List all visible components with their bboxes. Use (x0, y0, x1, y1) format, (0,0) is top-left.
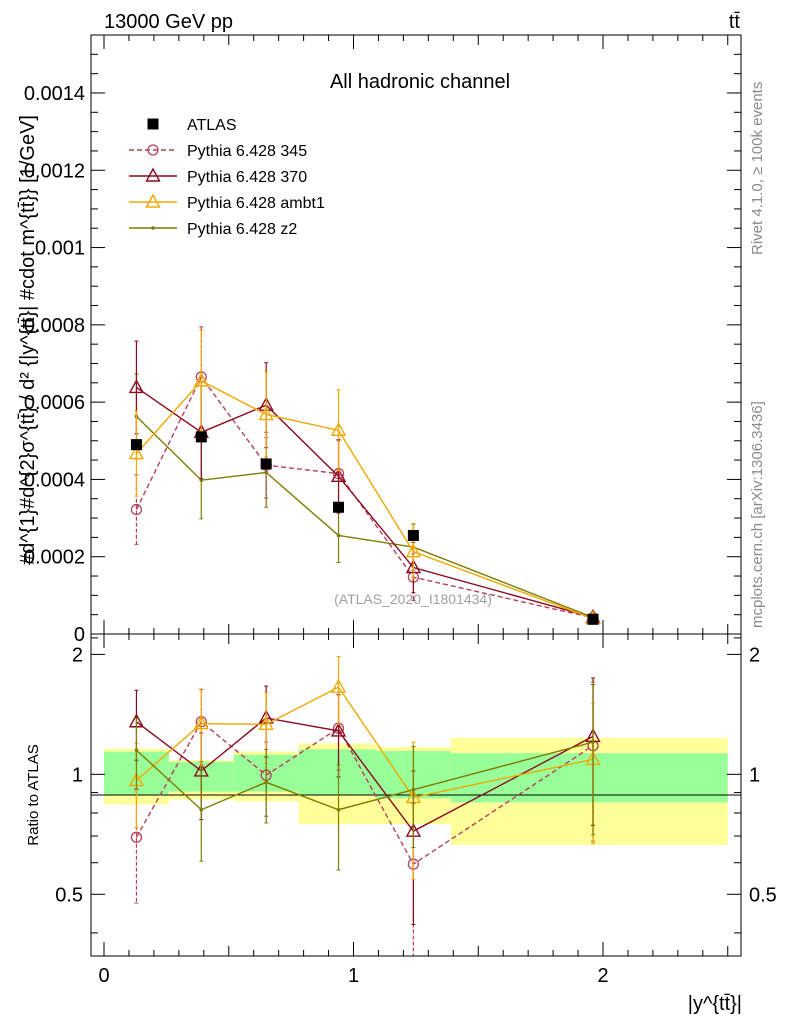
main-data-point (333, 501, 345, 513)
ratio-y-tick-label-right: 1 (749, 764, 760, 786)
main-y-tick-label: 0.0012 (24, 160, 85, 182)
main-y-tick-label: 0.0002 (24, 547, 85, 569)
ratio-panel-frame (90, 633, 742, 957)
legend-marker (151, 226, 155, 230)
legend: ATLAS Pythia 6.428 345 Pythia 6.428 370 Pyt… (129, 117, 325, 238)
main-y-tick-label: 0.0004 (24, 469, 85, 491)
legend-marker (147, 144, 159, 156)
main-axis-ticks (91, 34, 741, 634)
main-y-tick-label: 0.0008 (24, 315, 85, 337)
main-data-point (405, 543, 422, 558)
main-data-point (336, 533, 341, 538)
main-data-point (264, 470, 268, 475)
ratio-data-point (411, 787, 416, 792)
main-data-point (587, 613, 599, 625)
main-chart-title: All hadronic channel (330, 71, 510, 93)
legend-marker (147, 118, 159, 130)
ratio-data-point (258, 715, 274, 731)
main-data-point (260, 458, 272, 470)
ratio-data-point (130, 831, 143, 843)
ratio-data-point (591, 740, 595, 744)
main-data-point (330, 421, 347, 437)
ratio-data-point (330, 722, 347, 737)
ratio-y-tick-label-right: 2 (749, 644, 760, 666)
main-data-point (130, 439, 142, 451)
ratio-series-line (135, 686, 594, 799)
ratio-x-tick-label: 0 (98, 965, 109, 987)
main-series-layer (128, 326, 601, 625)
legend-entry-label: ATLAS (187, 117, 237, 134)
legend-marker (145, 193, 161, 208)
main-series-line (135, 415, 594, 619)
rivet-version-note: Rivet 4.1.0, ≥ 100k events (749, 82, 766, 255)
legend-marker (145, 167, 161, 182)
ratio-y-axis-label: Ratio to ATLAS (25, 744, 42, 845)
ratio-data-point (193, 715, 209, 730)
ratio-axis-ticks (91, 634, 741, 956)
main-series-atlas (130, 431, 599, 625)
main-series-line (136, 386, 594, 619)
main-panel: 0.0002 0.0004 0.0006 0.0008 0.001 0.0012 0.001… (17, 34, 742, 646)
main-data-point (130, 503, 143, 516)
main-data-point (195, 431, 207, 443)
ratio-green-band (298, 749, 376, 796)
main-series-line (135, 375, 594, 619)
main-data-point (258, 406, 274, 421)
ratio-series-line (136, 717, 594, 833)
mcplots-note: mcplots.cern.ch [arXiv:1306.3436] (749, 401, 766, 628)
ratio-y-tick-label: 0.5 (55, 884, 83, 906)
ratio-data-point (264, 780, 268, 785)
ratio-tick-labels: 0.5 0.5 1 1 2 2 0 1 2 (55, 644, 777, 987)
ratio-data-point (330, 678, 347, 693)
ratio-y-tick-label-right: 0.5 (749, 884, 777, 906)
ratio-series-layer (128, 656, 601, 957)
main-y-tick-label: 0.0006 (24, 392, 85, 414)
legend-entry-label: Pythia 6.428 370 (187, 169, 307, 186)
ratio-series-pythia-6-428-z2 (134, 681, 596, 871)
main-data-point (128, 445, 145, 460)
ratio-data-point (134, 748, 139, 752)
main-y-axis-label: #d^{1}#d^{2}σ^{tt̄} / d² {|y^{tt̄}| #cdo… (17, 115, 39, 565)
ratio-green-band (450, 753, 728, 803)
main-y-tick-labels: 0.0002 0.0004 0.0006 0.0008 0.001 0.0012 0.001… (24, 83, 85, 646)
main-y-tick-label: 0.0014 (24, 83, 85, 105)
main-data-point (330, 467, 347, 483)
ratio-series-line (135, 720, 594, 866)
main-data-point (407, 529, 419, 541)
main-data-point (128, 378, 145, 394)
ratio-y-tick-label: 1 (72, 764, 83, 786)
ratio-x-tick-label: 1 (348, 965, 359, 987)
main-series-line (135, 380, 594, 620)
main-data-point (193, 372, 209, 387)
header-final-state-label: tt̄ (729, 11, 741, 33)
header-process-label: 13000 GeV pp (104, 11, 233, 33)
legend-entry-label: Pythia 6.428 ambt1 (187, 195, 325, 212)
main-series-pythia-6-428-ambt1 (128, 330, 601, 625)
main-y-tick-label-zero: 0 (74, 624, 85, 646)
x-axis-label: |y^{tt̄}| (688, 993, 742, 1015)
ratio-data-point (199, 807, 204, 812)
main-series-pythia-6-428-z2 (134, 373, 596, 623)
ratio-data-point (336, 807, 341, 812)
main-data-point (199, 478, 204, 482)
ratio-series-line (135, 741, 594, 811)
main-y-tick-label: 0.001 (35, 238, 85, 260)
ratio-panel: 0.5 0.5 1 1 2 2 0 1 2 Ratio to ATLAS |y^{tt̄}| (25, 633, 777, 1015)
legend-entry-label: Pythia 6.428 345 (187, 143, 307, 160)
ratio-y-tick-label: 2 (72, 644, 83, 666)
legend-entry-label: Pythia 6.428 z2 (187, 221, 297, 238)
ratio-x-tick-label: 2 (597, 965, 608, 987)
